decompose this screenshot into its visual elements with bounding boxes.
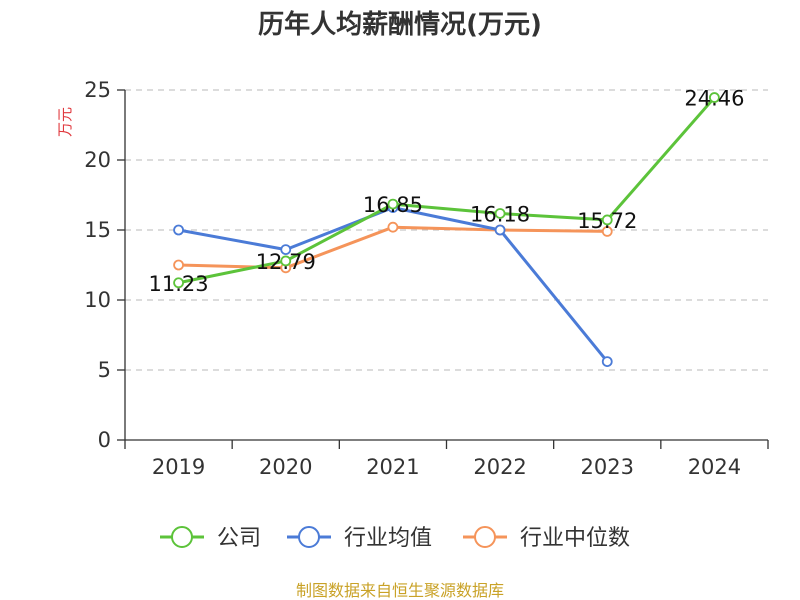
data-label: 16.18: [470, 202, 530, 226]
data-labels: 11.23 12.79 16.85 16.18 15.72 24.46: [149, 87, 745, 296]
chart-title: 历年人均薪酬情况(万元): [258, 9, 542, 40]
data-label: 15.72: [577, 209, 637, 233]
y-tick-label: 0: [98, 428, 111, 452]
data-point: [387, 221, 399, 233]
series-lines: [173, 92, 720, 368]
legend-label: 行业均值: [344, 526, 432, 551]
y-tick-label: 10: [84, 288, 111, 312]
data-point: [494, 224, 506, 236]
data-label: 12.79: [256, 250, 316, 274]
legend-marker: [298, 526, 320, 548]
data-point: [280, 255, 292, 267]
series-line: [178, 225, 608, 270]
data-point: [280, 244, 292, 256]
legend-item[interactable]: 行业均值: [287, 526, 432, 551]
data-point: [709, 92, 720, 103]
x-tick-label: 2024: [688, 455, 741, 479]
legend-label: 行业中位数: [520, 526, 630, 551]
y-tick-label: 20: [84, 148, 111, 172]
data-point: [601, 356, 613, 368]
legend-item[interactable]: 行业中位数: [463, 526, 630, 551]
data-point: [173, 259, 184, 271]
legend-item[interactable]: 公司: [160, 526, 261, 551]
data-label: 16.85: [363, 193, 423, 217]
x-tick-label: 2022: [473, 455, 526, 479]
data-label: 24.46: [684, 87, 744, 111]
y-tick-label: 5: [98, 358, 111, 382]
data-point: [601, 214, 613, 226]
data-point: [387, 198, 399, 210]
x-tick-label: 2021: [366, 455, 419, 479]
data-point: [601, 225, 613, 237]
source-note: 制图数据来自恒生聚源数据库: [296, 581, 504, 600]
data-label: 11.23: [149, 272, 209, 296]
series-line: [178, 96, 716, 285]
legend-marker: [474, 526, 496, 548]
y-axis-label: 万元: [56, 107, 74, 137]
x-tick-label: 2020: [259, 455, 312, 479]
axes: 0 5 10 15 20 25 2019 2020 2021 2022 2023 2024: [84, 78, 769, 479]
data-point: [173, 277, 184, 289]
y-tick-label: 25: [84, 78, 111, 102]
legend-marker: [171, 526, 193, 548]
data-point: [173, 224, 184, 236]
x-tick-label: 2023: [581, 455, 634, 479]
x-tick-label: 2019: [152, 455, 205, 479]
data-point: [494, 208, 506, 219]
legend: 公司 行业均值 行业中位数: [160, 526, 630, 551]
y-tick-label: 15: [84, 218, 111, 242]
legend-label: 公司: [217, 526, 261, 551]
